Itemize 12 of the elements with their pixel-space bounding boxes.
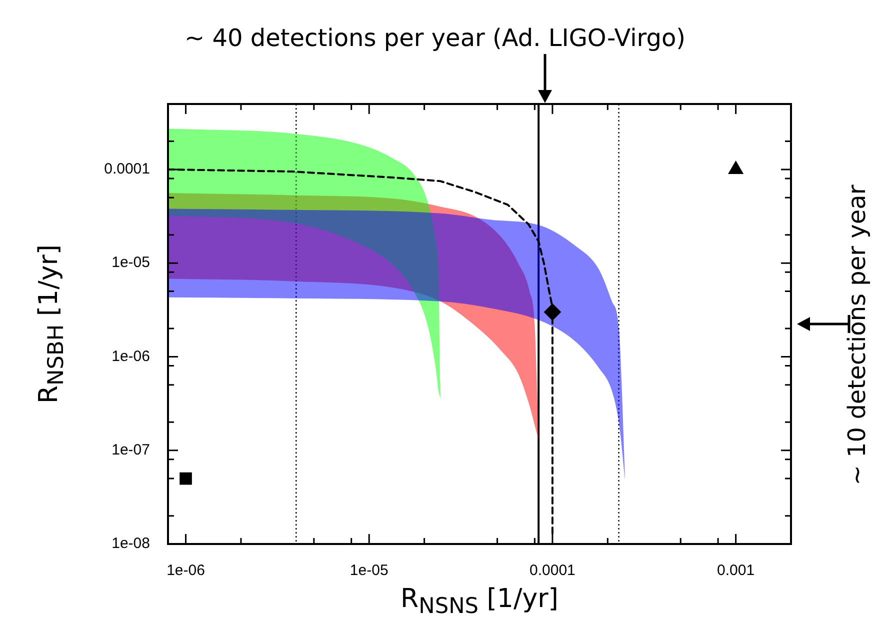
y-tick-label: 1e-06	[112, 348, 150, 365]
y-tick-label: 0.0001	[104, 160, 150, 178]
y-tick-label: 1e-05	[112, 254, 150, 272]
x-tick-label: 0.0001	[530, 562, 576, 580]
y-tick-label: 1e-08	[112, 535, 150, 552]
y-tick-label: 1e-07	[112, 442, 150, 459]
text: ~ 40 detections per year (Ad. LIGO-Virgo)	[184, 24, 686, 52]
x-tick-label: 1e-05	[350, 562, 388, 580]
x-tick-label: 0.001	[717, 562, 755, 580]
x-axis-title: R$_{NSNS}$ [1/yr]	[400, 584, 558, 620]
text: ~ 10 detections per year	[842, 184, 871, 486]
x-tick-label: 1e-06	[166, 562, 205, 580]
